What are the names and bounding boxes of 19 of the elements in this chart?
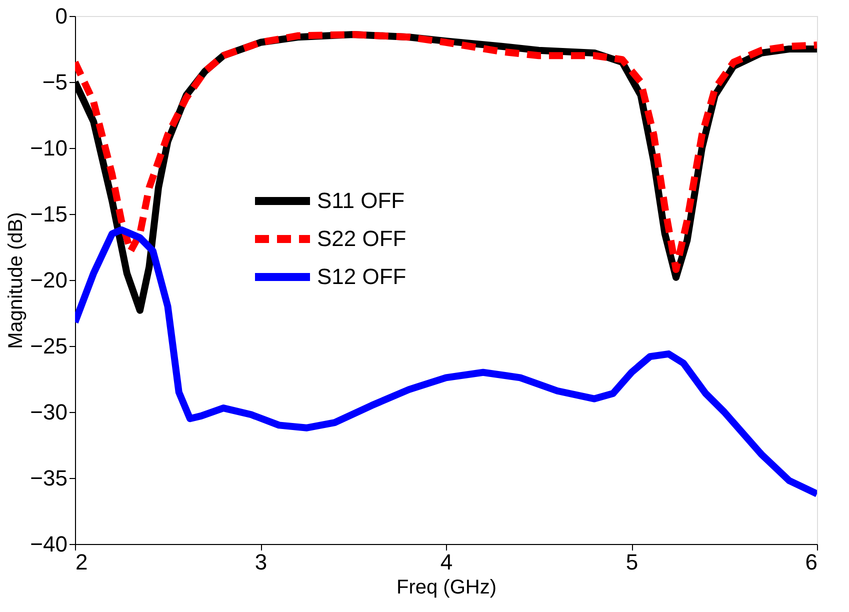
y-axis-title: Magnitude (dB): [5, 212, 28, 349]
y-tick-label: −10: [30, 136, 68, 160]
y-tick-label: −40: [30, 532, 68, 556]
x-tick-label: 5: [626, 550, 638, 574]
x-tick-label: 2: [76, 550, 88, 574]
legend-label: S12 OFF: [317, 264, 406, 289]
x-tick-label: 4: [440, 550, 453, 574]
y-tick-label: 0: [55, 4, 68, 28]
y-tick-label: −15: [30, 202, 68, 226]
y-tick-label: −30: [30, 400, 68, 424]
y-tick-label: −20: [30, 268, 68, 292]
legend-label: S22 OFF: [317, 226, 406, 251]
legend-label: S11 OFF: [317, 188, 405, 213]
y-tick-label: −5: [42, 70, 68, 94]
y-tick-label: −35: [30, 466, 68, 490]
y-tick-label: −25: [30, 334, 68, 358]
x-tick-label: 6: [805, 550, 818, 574]
x-axis-title: Freq (GHz): [396, 576, 496, 598]
x-tick-label: 3: [254, 550, 268, 574]
